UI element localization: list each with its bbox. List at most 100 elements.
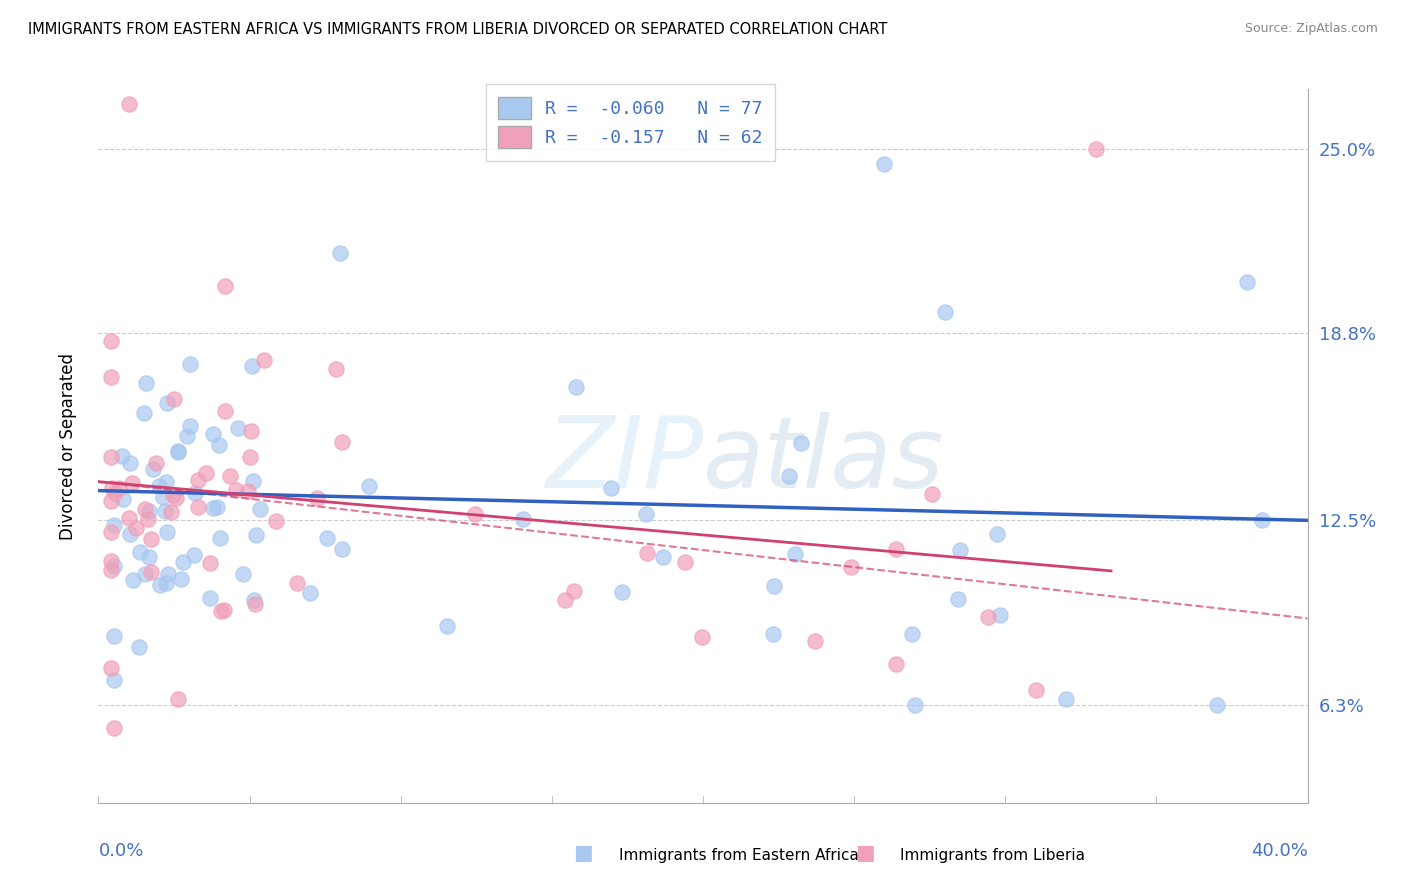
Point xyxy=(103,628,125,642)
Point xyxy=(165,491,187,505)
Point xyxy=(198,591,221,606)
Point xyxy=(170,572,193,586)
Point xyxy=(100,494,122,508)
Point xyxy=(804,634,827,648)
Point xyxy=(214,278,236,293)
Point xyxy=(167,443,190,458)
Point xyxy=(673,555,696,569)
Text: 0.0%: 0.0% xyxy=(98,842,143,860)
Point xyxy=(225,483,247,497)
Point xyxy=(134,502,156,516)
Point xyxy=(100,661,122,675)
Point xyxy=(103,722,125,736)
Point xyxy=(155,575,177,590)
Point xyxy=(316,531,339,545)
Point xyxy=(100,450,122,464)
Point xyxy=(118,511,141,525)
Point xyxy=(184,485,207,500)
Point xyxy=(266,514,288,528)
Point xyxy=(129,545,152,559)
Point xyxy=(299,586,322,600)
Point xyxy=(118,97,141,112)
Point xyxy=(232,566,254,581)
Point xyxy=(884,542,907,557)
Point xyxy=(610,585,633,599)
Point xyxy=(976,609,998,624)
Point xyxy=(226,421,249,435)
Point xyxy=(162,488,184,502)
Point xyxy=(564,584,586,599)
Point xyxy=(636,507,658,521)
Point xyxy=(100,563,122,577)
Point xyxy=(142,461,165,475)
Point xyxy=(565,379,588,393)
Point xyxy=(152,491,174,505)
Point xyxy=(179,419,201,434)
Point xyxy=(512,512,534,526)
Point xyxy=(135,376,157,391)
Point xyxy=(921,487,943,501)
Point xyxy=(636,546,658,560)
Point xyxy=(901,627,924,641)
Point xyxy=(200,556,222,570)
Point xyxy=(205,500,228,514)
Point xyxy=(1054,691,1077,706)
Point xyxy=(1024,682,1046,697)
Point xyxy=(948,542,970,557)
Point xyxy=(214,603,236,617)
Point xyxy=(242,475,264,489)
Point xyxy=(329,245,352,260)
Point xyxy=(139,533,162,547)
Point xyxy=(103,673,125,687)
Text: atlas: atlas xyxy=(703,412,945,508)
Point xyxy=(240,424,263,438)
Point xyxy=(330,542,353,557)
Point xyxy=(100,334,122,349)
Point xyxy=(160,505,183,519)
Point xyxy=(104,486,127,500)
Point xyxy=(138,549,160,564)
Point xyxy=(118,526,141,541)
Point xyxy=(236,484,259,499)
Text: ■: ■ xyxy=(855,844,875,863)
Point xyxy=(1236,276,1258,290)
Point xyxy=(156,524,179,539)
Point xyxy=(464,507,486,521)
Point xyxy=(100,370,122,384)
Point xyxy=(179,357,201,371)
Point xyxy=(101,482,124,496)
Point xyxy=(554,592,576,607)
Point xyxy=(103,558,125,573)
Text: Immigrants from Liberia: Immigrants from Liberia xyxy=(900,848,1085,863)
Point xyxy=(873,156,896,170)
Point xyxy=(243,593,266,607)
Text: IMMIGRANTS FROM EASTERN AFRICA VS IMMIGRANTS FROM LIBERIA DIVORCED OR SEPARATED : IMMIGRANTS FROM EASTERN AFRICA VS IMMIGR… xyxy=(28,22,887,37)
Point xyxy=(762,579,785,593)
Point xyxy=(249,501,271,516)
Point xyxy=(218,468,240,483)
Point xyxy=(121,475,143,490)
Point xyxy=(790,436,813,450)
Point xyxy=(839,560,862,574)
Point xyxy=(153,504,176,518)
Point xyxy=(166,691,188,706)
Point xyxy=(202,500,225,515)
Point xyxy=(209,604,232,618)
Point xyxy=(783,547,806,561)
Point xyxy=(285,576,308,591)
Point xyxy=(986,527,1008,541)
Point xyxy=(118,456,141,470)
Point xyxy=(1085,142,1108,156)
Point xyxy=(138,504,160,518)
Point xyxy=(122,573,145,587)
Point xyxy=(155,475,177,490)
Point xyxy=(245,528,267,542)
Point xyxy=(166,445,188,459)
Point xyxy=(692,630,714,644)
Point xyxy=(100,524,122,539)
Point xyxy=(195,467,218,481)
Point xyxy=(128,640,150,654)
Point xyxy=(155,395,177,409)
Point xyxy=(884,657,907,672)
Point xyxy=(988,607,1011,622)
